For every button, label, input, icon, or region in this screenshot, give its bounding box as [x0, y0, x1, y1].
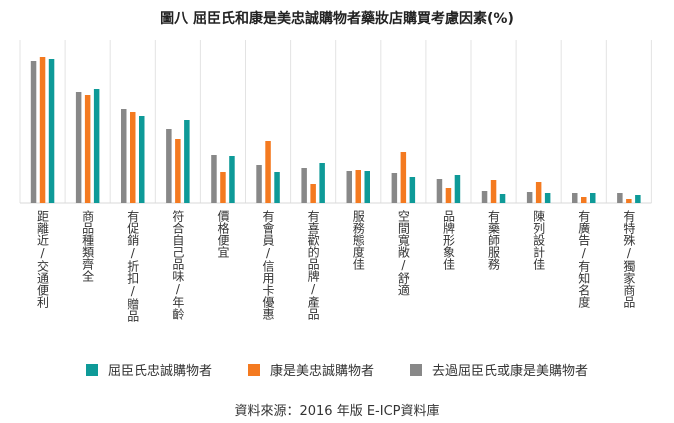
bar: [121, 109, 127, 203]
bar: [355, 170, 361, 203]
x-tick-label: 價格便宜: [215, 210, 230, 258]
bar: [572, 193, 578, 203]
bar: [400, 152, 407, 203]
legend: 屈臣氏忠誠購物者 康是美忠誠購物者 去過屈臣氏或康是美購物者: [0, 360, 674, 379]
x-tick-label: 有促銷/折扣/贈品: [125, 210, 140, 322]
bar: [535, 182, 542, 203]
legend-label: 屈臣氏忠誠購物者: [107, 364, 212, 379]
x-tick-label: 有特殊/獨家商品: [621, 210, 636, 308]
bar: [30, 61, 37, 203]
bar: [265, 141, 271, 203]
bar: [220, 172, 226, 203]
chart-title: 圖八 屈臣氏和康是美忠誠購物者藥妝店購買考慮因素(%): [160, 11, 514, 27]
bar: [346, 171, 352, 203]
legend-swatch: [85, 363, 98, 376]
x-tick-label: 有藥師服務: [486, 210, 501, 270]
bar: [544, 193, 551, 203]
legend-item: 去過屈臣氏或康是美購物者: [410, 360, 588, 379]
bar: [481, 191, 488, 203]
x-tick-label: 品牌形象佳: [441, 210, 456, 270]
bar: [274, 172, 280, 203]
plot-area: [19, 40, 652, 204]
x-tick-label: 商品種類齊全: [80, 210, 95, 282]
bar: [175, 139, 181, 203]
bar: [617, 193, 623, 203]
bar: [229, 156, 235, 203]
bar: [166, 129, 172, 203]
bar: [139, 116, 145, 203]
legend-item: 屈臣氏忠誠購物者: [85, 360, 212, 379]
source-note: 資料來源：2016 年版 E-ICP資料庫: [234, 404, 440, 419]
bar: [635, 195, 641, 203]
bar: [409, 177, 416, 203]
x-tick-label: 符合自己品味/年齡: [170, 210, 185, 320]
bar: [364, 171, 370, 203]
bar: [93, 89, 100, 203]
bar: [39, 57, 46, 203]
bar: [130, 112, 136, 203]
bar: [48, 59, 55, 203]
legend-label: 去過屈臣氏或康是美購物者: [432, 364, 589, 379]
bar: [319, 163, 325, 203]
bar: [211, 155, 217, 203]
x-tick-label: 有廣告/有知名度: [576, 210, 591, 308]
bar: [499, 194, 506, 203]
bar: [490, 180, 497, 203]
bar: [590, 193, 596, 203]
bar: [526, 192, 533, 203]
legend-item: 康是美忠誠購物者: [247, 360, 374, 379]
x-tick-label: 有喜歡的品牌/產品: [306, 210, 321, 320]
legend-swatch: [410, 363, 422, 376]
legend-swatch: [247, 363, 260, 376]
x-tick-label: 距離近/交通便利: [35, 210, 50, 308]
bar: [436, 179, 443, 203]
bar: [184, 120, 190, 203]
bar: [310, 184, 316, 203]
bar: [75, 92, 82, 203]
x-tick-label: 有會員/信用卡優惠: [261, 210, 276, 320]
bar: [454, 175, 461, 203]
x-tick-label: 空間寬敞/舒適: [396, 210, 411, 296]
x-tick-label: 陳列設計佳: [531, 210, 546, 270]
legend-label: 康是美忠誠購物者: [269, 364, 374, 379]
bar: [445, 188, 452, 203]
x-tick-label: 服務態度佳: [351, 210, 366, 270]
bar: [626, 199, 632, 203]
bar: [581, 197, 587, 203]
bar: [391, 173, 398, 203]
bar: [84, 95, 91, 203]
bar: [301, 168, 307, 203]
bar: [256, 165, 262, 203]
